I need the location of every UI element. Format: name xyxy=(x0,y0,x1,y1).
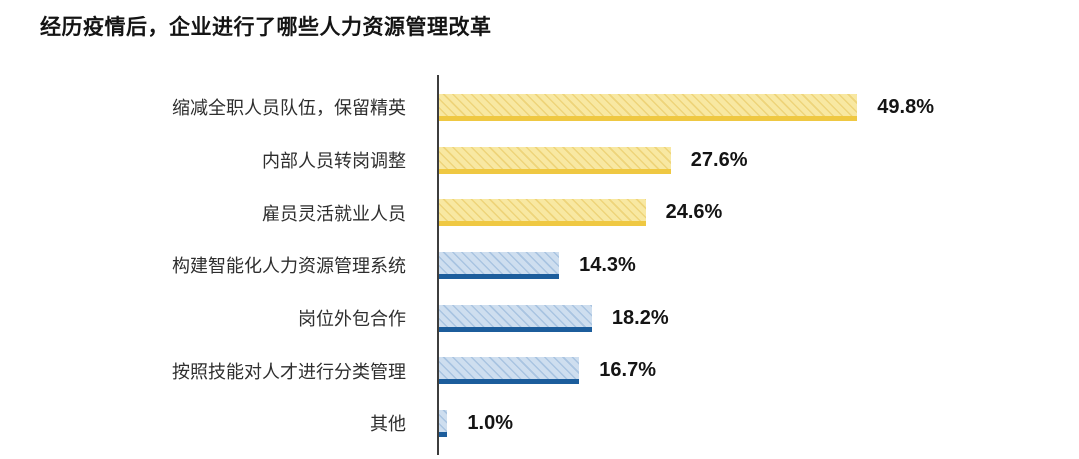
category-label: 其他 xyxy=(370,414,406,435)
category-label: 岗位外包合作 xyxy=(298,309,406,330)
category-label: 构建智能化人力资源管理系统 xyxy=(172,256,406,277)
chart-title: 经历疫情后，企业进行了哪些人力资源管理改革 xyxy=(40,16,492,39)
bar-row: 岗位外包合作 18.2% xyxy=(0,292,1079,345)
value-label: 18.2% xyxy=(611,306,669,329)
bar-yellow xyxy=(439,93,858,121)
bar-yellow xyxy=(439,146,671,174)
bar-row: 内部人员转岗调整 27.6% xyxy=(0,134,1079,187)
bar-row: 雇员灵活就业人员 24.6% xyxy=(0,186,1079,239)
bar-and-value: 18.2% xyxy=(439,304,669,332)
value-label: 14.3% xyxy=(579,253,636,276)
value-label: 24.6% xyxy=(665,201,723,224)
category-label: 雇员灵活就业人员 xyxy=(262,203,406,224)
bar-blue xyxy=(439,304,592,332)
category-label: 按照技能对人才进行分类管理 xyxy=(172,361,406,382)
value-label: 16.7% xyxy=(599,359,657,382)
bar-row: 按照技能对人才进行分类管理 16.7% xyxy=(0,344,1079,397)
bar-and-value: 49.8% xyxy=(439,93,935,121)
bar-row: 构建智能化人力资源管理系统 14.3% xyxy=(0,239,1079,292)
bar-and-value: 1.0% xyxy=(439,409,513,437)
bar-rows: 缩减全职人员队伍，保留精英 49.8% 内部人员转岗调整 27.6% 雇员灵活就业人员 2… xyxy=(0,81,1079,450)
bar-blue xyxy=(439,409,448,437)
bar-row: 缩减全职人员队伍，保留精英 49.8% xyxy=(0,81,1079,134)
bar-and-value: 14.3% xyxy=(439,251,636,279)
bar-and-value: 27.6% xyxy=(439,146,748,174)
value-label: 49.8% xyxy=(877,95,935,118)
bar-blue xyxy=(439,357,580,385)
value-label: 27.6% xyxy=(690,148,748,171)
y-axis-line xyxy=(437,75,439,455)
bar-and-value: 16.7% xyxy=(439,357,657,385)
bar-row: 其他 1.0% xyxy=(0,397,1079,450)
category-label: 内部人员转岗调整 xyxy=(262,151,406,172)
plot-area: 缩减全职人员队伍，保留精英 49.8% 内部人员转岗调整 27.6% 雇员灵活就业人员 2… xyxy=(0,75,1079,459)
bar-yellow xyxy=(439,199,646,227)
bar-blue xyxy=(439,251,560,279)
value-label: 1.0% xyxy=(467,411,513,434)
bar-and-value: 24.6% xyxy=(439,199,723,227)
category-label: 缩减全职人员队伍，保留精英 xyxy=(172,98,406,119)
